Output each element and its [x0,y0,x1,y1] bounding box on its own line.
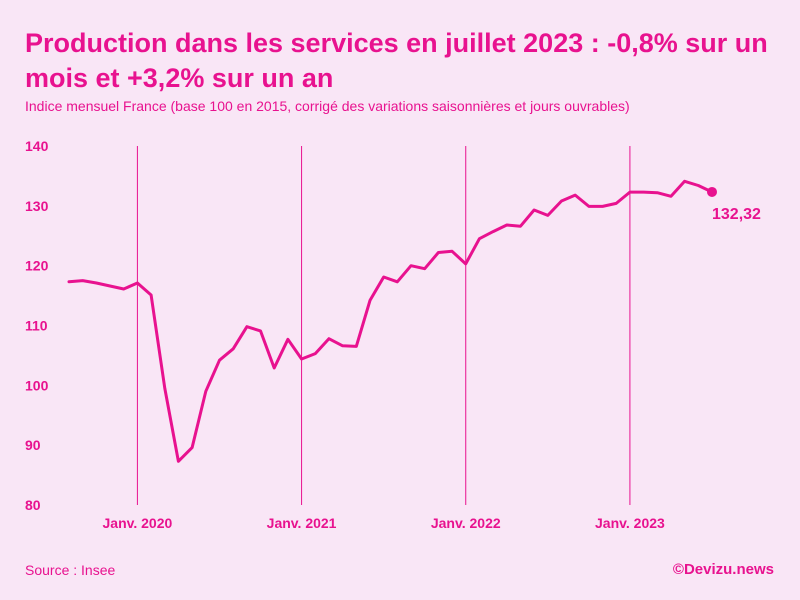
x-axis-tick-labels: Janv. 2020 Janv. 2021 Janv. 2022 Janv. 2023 [103,515,666,531]
y-tick-label: 130 [25,198,49,214]
x-tick-label: Janv. 2023 [595,515,665,531]
source-note: Source : Insee [25,562,116,578]
chart-subtitle: Indice mensuel France (base 100 en 2015,… [25,98,630,114]
y-tick-label: 110 [25,318,48,334]
y-tick-label: 90 [25,437,41,453]
vertical-gridlines [136,146,631,505]
x-tick-label: Janv. 2020 [103,515,173,531]
last-point-marker [707,186,717,197]
y-tick-label: 80 [25,497,41,513]
last-value-label: 132,32 [712,206,761,223]
y-tick-label: 140 [25,138,49,154]
y-tick-label: 100 [25,377,49,393]
y-axis-tick-labels: 80 90 100 110 120 130 140 [25,138,49,513]
x-tick-label: Janv. 2021 [267,515,337,531]
annotation-layer: 132,32 [707,186,761,223]
series-line-0 [67,179,714,463]
chart-title: Production dans les services en juillet … [25,28,768,93]
credit-label: ©Devizu.news [672,561,774,578]
x-tick-label: Janv. 2022 [431,515,501,531]
y-tick-label: 120 [25,258,49,274]
series-layer [67,179,714,463]
